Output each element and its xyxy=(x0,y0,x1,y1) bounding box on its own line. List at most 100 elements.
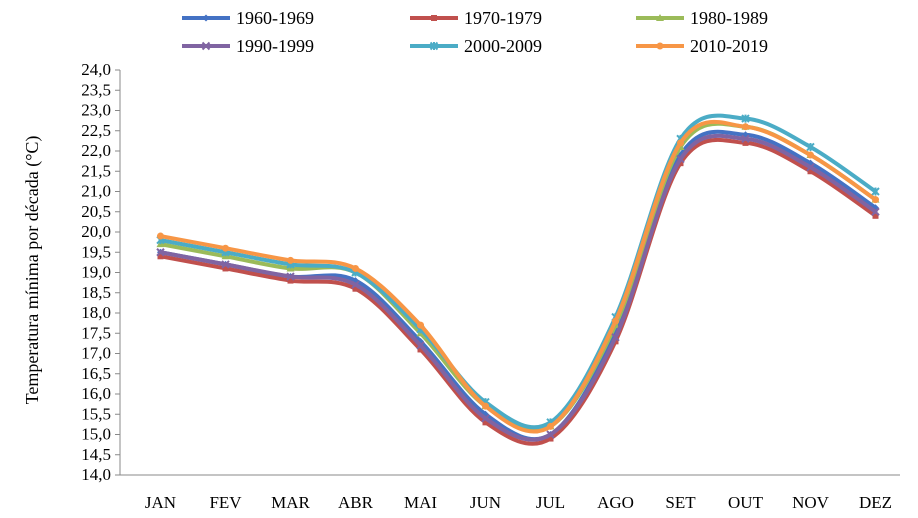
legend-label: 1980-1989 xyxy=(690,8,768,28)
x-tick-label: AGO xyxy=(597,493,634,512)
series-1960-1969 xyxy=(157,129,879,442)
legend-item: 1990-1999 xyxy=(182,36,314,56)
series-point xyxy=(221,260,230,269)
series-point xyxy=(807,168,814,175)
series-point xyxy=(806,142,815,152)
series-point xyxy=(157,232,164,240)
series-point xyxy=(156,248,165,257)
x-tick-label: OUT xyxy=(728,493,764,512)
y-tick-label: 18,0 xyxy=(81,303,111,322)
y-tick-label: 23,0 xyxy=(81,101,111,120)
legend-item: 2000-2009 xyxy=(410,36,542,56)
series-1990-1999 xyxy=(156,133,880,442)
series-point xyxy=(157,253,164,260)
y-axis: 14,014,515,0 15,516,016,517,0 17,518,018,5… xyxy=(81,60,121,484)
y-axis-title: Temperatura mínima por década (°C) xyxy=(22,136,43,405)
y-tick-label: 17,0 xyxy=(81,344,111,363)
series-point xyxy=(287,277,294,284)
y-tick-label: 24,0 xyxy=(81,60,111,79)
series-point xyxy=(431,15,437,21)
legend-item: 1970-1979 xyxy=(410,8,542,28)
series-point xyxy=(741,114,750,123)
series-point xyxy=(612,317,619,325)
series-point xyxy=(201,41,211,51)
series-point xyxy=(742,123,749,131)
series-point xyxy=(677,139,684,147)
series-point xyxy=(351,280,360,289)
series-point xyxy=(202,14,210,22)
series-point xyxy=(656,42,664,50)
x-tick-label: MAI xyxy=(404,493,437,512)
series-line xyxy=(158,137,878,446)
series-point xyxy=(871,207,880,216)
series-point xyxy=(547,422,554,430)
y-tick-label: 16,5 xyxy=(81,364,111,383)
series-point xyxy=(352,264,359,272)
series-2010-2019 xyxy=(157,119,879,434)
legend-item: 1960-1969 xyxy=(182,8,314,28)
series-point xyxy=(222,265,229,272)
y-tick-label: 19,5 xyxy=(81,242,111,261)
series-point xyxy=(417,321,424,329)
x-tick-label: SET xyxy=(665,493,696,512)
series-point xyxy=(742,139,749,146)
series-point xyxy=(546,430,555,439)
series-point xyxy=(352,285,359,292)
series-point xyxy=(222,244,229,252)
series-point xyxy=(429,41,439,51)
legend-label: 2010-2019 xyxy=(690,36,768,56)
legend-label: 1960-1969 xyxy=(236,8,314,28)
series-point xyxy=(481,414,490,423)
legend-item: 2010-2019 xyxy=(636,36,768,56)
x-tick-label: MAR xyxy=(271,493,310,512)
x-tick-label: JUN xyxy=(470,493,501,512)
legend-label: 1970-1979 xyxy=(464,8,542,28)
x-axis: JAN FEV MAR ABR MAI JUN JUL AGO SET OUT NOV DEZ xyxy=(120,474,900,512)
series-1970-1979 xyxy=(157,137,879,446)
series-point xyxy=(872,196,879,204)
series-point xyxy=(547,435,554,442)
series-point xyxy=(611,333,620,342)
legend: 1960-1969 1970-1979 1980-1989 1990-1999 2000… xyxy=(182,8,768,56)
y-tick-label: 20,5 xyxy=(81,202,111,221)
x-tick-label: FEV xyxy=(209,493,242,512)
series-point xyxy=(482,419,489,426)
y-tick-label: 15,5 xyxy=(81,404,111,423)
x-tick-label: NOV xyxy=(792,493,830,512)
y-tick-label: 15,0 xyxy=(81,425,111,444)
legend-item: 1980-1989 xyxy=(636,8,768,28)
x-tick-label: ABR xyxy=(338,493,374,512)
y-tick-label: 22,5 xyxy=(81,121,111,140)
y-tick-label: 21,5 xyxy=(81,161,111,180)
series-point xyxy=(741,134,750,144)
x-tick-label: JAN xyxy=(145,493,176,512)
x-tick-label: DEZ xyxy=(859,493,892,512)
series-point xyxy=(286,272,295,281)
legend-label: 1990-1999 xyxy=(236,36,314,56)
series-point xyxy=(871,187,880,196)
series-point xyxy=(417,346,424,353)
legend-label: 2000-2009 xyxy=(464,36,542,56)
series-point xyxy=(287,256,294,264)
y-tick-label: 16,0 xyxy=(81,384,111,403)
series-point xyxy=(656,14,664,21)
y-tick-label: 17,5 xyxy=(81,323,111,342)
series-point xyxy=(872,212,879,219)
y-tick-label: 23,5 xyxy=(81,80,111,99)
y-tick-label: 21,0 xyxy=(81,182,111,201)
series-line xyxy=(158,133,878,442)
series-point xyxy=(482,402,489,410)
y-tick-label: 14,0 xyxy=(81,465,111,484)
series-point xyxy=(416,341,425,350)
series-line xyxy=(158,129,878,442)
series-point xyxy=(807,151,814,159)
y-tick-label: 22,0 xyxy=(81,141,111,160)
series-point xyxy=(676,154,685,164)
series-point xyxy=(806,162,815,172)
series-point xyxy=(677,160,684,167)
y-tick-label: 20,0 xyxy=(81,222,111,241)
x-tick-label: JUL xyxy=(536,493,565,512)
y-tick-label: 14,5 xyxy=(81,445,111,464)
series-group xyxy=(156,113,880,446)
